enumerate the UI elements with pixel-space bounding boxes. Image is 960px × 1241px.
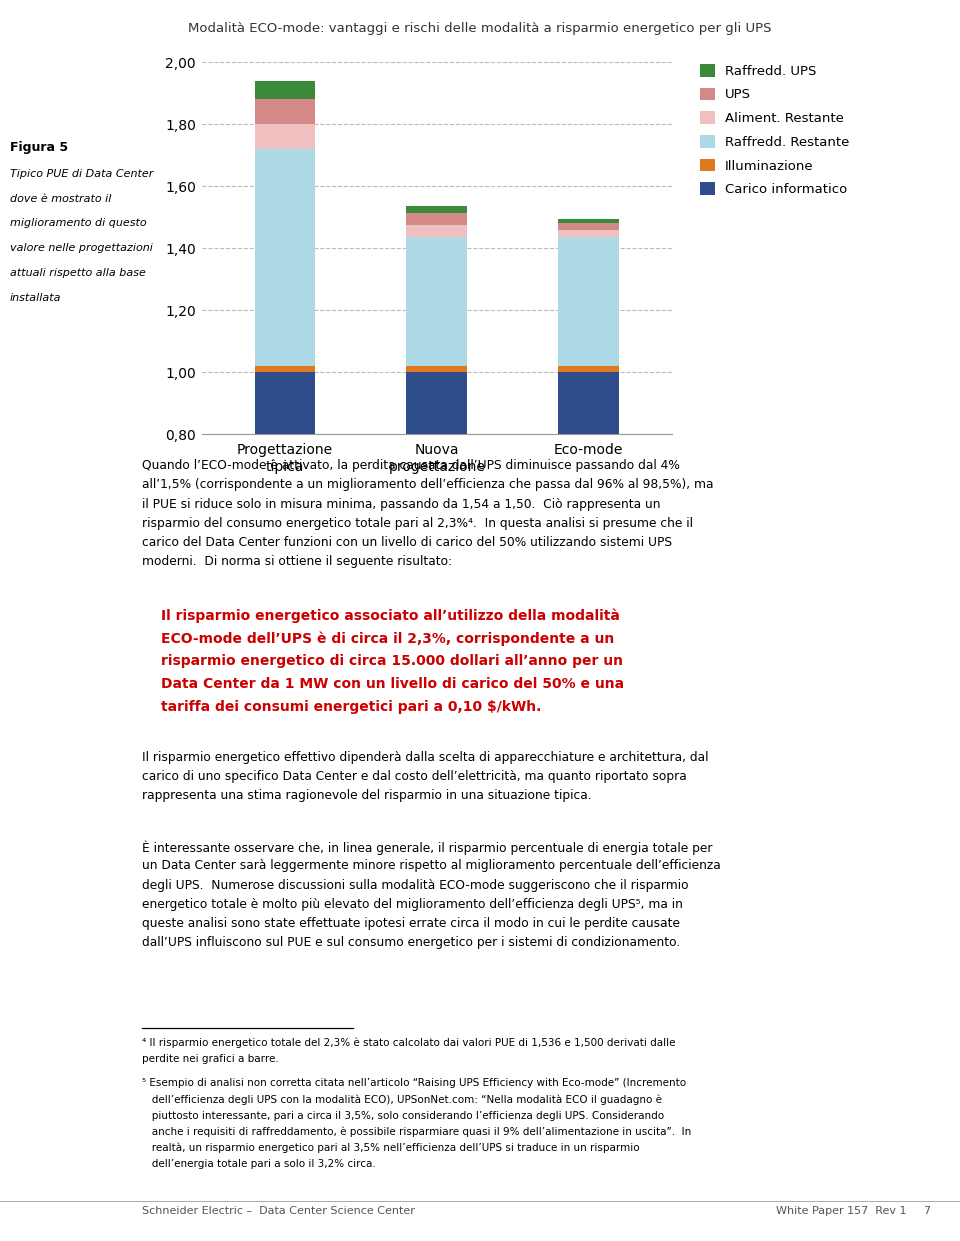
Text: anche i requisiti di raffreddamento, è possibile risparmiare quasi il 9% dell’al: anche i requisiti di raffreddamento, è p… [142,1127,691,1137]
Bar [558,366,619,372]
Text: ECO-mode dell’UPS è di circa il 2,3%, corrispondente a un: ECO-mode dell’UPS è di circa il 2,3%, co… [161,630,614,645]
Text: White Paper 157  Rev 1     7: White Paper 157 Rev 1 7 [776,1206,931,1216]
Text: energetico totale è molto più elevato del miglioramento dell’efficienza degli UP: energetico totale è molto più elevato de… [142,898,683,911]
Bar [254,99,316,124]
Text: il PUE si riduce solo in misura minima, passando da 1,54 a 1,50.  Ciò rappresent: il PUE si riduce solo in misura minima, … [142,498,660,510]
Bar [406,366,468,372]
Text: ⁵ Esempio di analisi non corretta citata nell’articolo “Raising UPS Efficiency w: ⁵ Esempio di analisi non corretta citata… [142,1078,686,1088]
Text: Quando l’ECO-mode è attivato, la perdita causata dall’UPS diminuisce passando da: Quando l’ECO-mode è attivato, la perdita… [142,459,680,472]
Bar [558,372,619,683]
Text: piuttosto interessante, pari a circa il 3,5%, solo considerando l’efficienza deg: piuttosto interessante, pari a circa il … [142,1111,664,1121]
Bar [254,372,316,683]
Text: Modalità ECO-mode: vantaggi e rischi delle modalità a risparmio energetico per g: Modalità ECO-mode: vantaggi e rischi del… [188,22,772,35]
Text: carico del Data Center funzioni con un livello di carico del 50% utilizzando sis: carico del Data Center funzioni con un l… [142,536,672,549]
Text: dell’efficienza degli UPS con la modalità ECO), UPSonNet.com: “Nella modalità EC: dell’efficienza degli UPS con la modalit… [142,1095,662,1104]
Bar [406,225,468,237]
Text: installata: installata [10,293,61,303]
Text: Tipico PUE di Data Center: Tipico PUE di Data Center [10,169,153,179]
Text: È interessante osservare che, in linea generale, il risparmio percentuale di ene: È interessante osservare che, in linea g… [142,840,712,855]
Bar [406,237,468,366]
Text: risparmio energetico di circa 15.000 dollari all’anno per un: risparmio energetico di circa 15.000 dol… [161,654,623,668]
Text: queste analisi sono state effettuate ipotesi errate circa il modo in cui le perd: queste analisi sono state effettuate ipo… [142,917,680,930]
Text: Data Center da 1 MW con un livello di carico del 50% e una: Data Center da 1 MW con un livello di ca… [161,678,624,691]
Text: Figura 5: Figura 5 [10,141,68,154]
Text: dall’UPS influiscono sul PUE e sul consumo energetico per i sistemi di condizion: dall’UPS influiscono sul PUE e sul consu… [142,936,681,949]
Text: dove è mostrato il: dove è mostrato il [10,194,111,204]
Bar [406,372,468,683]
Bar [406,212,468,225]
Text: rappresenta una stima ragionevole del risparmio in una situazione tipica.: rappresenta una stima ragionevole del ri… [142,789,591,802]
Text: miglioramento di questo: miglioramento di questo [10,218,146,228]
Text: valore nelle progettazioni: valore nelle progettazioni [10,243,153,253]
Bar [254,366,316,372]
Bar [558,230,619,237]
Text: dell’energia totale pari a solo il 3,2% circa.: dell’energia totale pari a solo il 3,2% … [142,1159,375,1169]
Text: all’1,5% (corrispondente a un miglioramento dell’efficienza che passa dal 96% al: all’1,5% (corrispondente a un migliorame… [142,478,713,491]
Text: Schneider Electric –  Data Center Science Center: Schneider Electric – Data Center Science… [142,1206,415,1216]
Text: ⁴ Il risparmio energetico totale del 2,3% è stato calcolato dai valori PUE di 1,: ⁴ Il risparmio energetico totale del 2,3… [142,1037,676,1047]
Text: degli UPS.  Numerose discussioni sulla modalità ECO-mode suggeriscono che il ris: degli UPS. Numerose discussioni sulla mo… [142,879,688,891]
Text: Il risparmio energetico associato all’utilizzo della modalità: Il risparmio energetico associato all’ut… [161,608,620,623]
Bar [558,218,619,223]
Bar [254,81,316,99]
Text: moderni.  Di norma si ottiene il seguente risultato:: moderni. Di norma si ottiene il seguente… [142,556,452,568]
Text: realtà, un risparmio energetico pari al 3,5% nell’efficienza dell’UPS si traduce: realtà, un risparmio energetico pari al … [142,1143,639,1153]
Bar [558,237,619,366]
Bar [558,223,619,230]
Text: Il risparmio energetico effettivo dipenderà dalla scelta di apparecchiature e ar: Il risparmio energetico effettivo dipend… [142,751,708,763]
Text: perdite nei grafici a barre.: perdite nei grafici a barre. [142,1055,278,1065]
Text: un Data Center sarà leggermente minore rispetto al miglioramento percentuale del: un Data Center sarà leggermente minore r… [142,859,721,872]
Text: carico di uno specifico Data Center e dal costo dell’elettricità, ma quanto ripo: carico di uno specifico Data Center e da… [142,769,686,783]
Text: risparmio del consumo energetico totale pari al 2,3%⁴.  In questa analisi si pre: risparmio del consumo energetico totale … [142,516,693,530]
Bar [254,124,316,149]
Bar [406,206,468,212]
Text: attuali rispetto alla base: attuali rispetto alla base [10,268,146,278]
Text: tariffa dei consumi energetici pari a 0,10 $/kWh.: tariffa dei consumi energetici pari a 0,… [161,700,541,714]
Legend: Raffredd. UPS, UPS, Aliment. Restante, Raffredd. Restante, Illuminazione, Carico: Raffredd. UPS, UPS, Aliment. Restante, R… [697,61,852,199]
Bar [254,149,316,366]
